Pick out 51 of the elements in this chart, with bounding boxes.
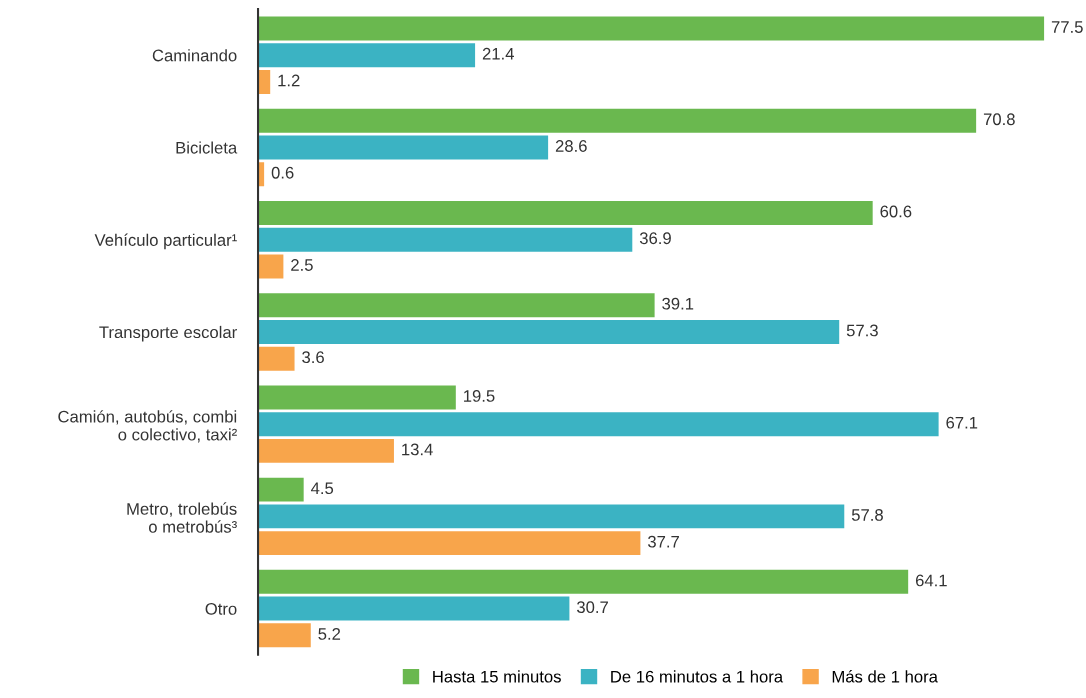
data-label: 5.2 <box>318 628 341 640</box>
data-label: 19.5 <box>464 390 495 402</box>
data-label: 60.6 <box>880 205 912 218</box>
y-tick-label: Camión, autobús, combi o colectivo, taxi² <box>58 410 237 443</box>
data-label: 64.1 <box>915 574 947 587</box>
bar <box>258 293 655 318</box>
bar <box>258 412 939 437</box>
bar <box>258 569 909 594</box>
y-tick-label: Bicicleta <box>176 141 238 154</box>
y-tick-label: Vehículo particular¹ <box>94 233 237 250</box>
bar <box>258 135 549 160</box>
data-label: 57.3 <box>846 324 878 337</box>
bar <box>258 596 570 621</box>
bar <box>258 346 295 371</box>
data-label: 0.6 <box>271 166 294 179</box>
data-label: 1.2 <box>278 74 300 87</box>
y-tick-label: Transporte escolar <box>99 325 237 342</box>
bar <box>258 200 873 225</box>
legend-label: De 16 minutos a 1 hora <box>611 670 784 683</box>
data-label: 4.5 <box>311 482 334 495</box>
y-tick-label: Otro <box>205 603 237 615</box>
y-tick-label: Metro, trolebús o metrobús³ <box>127 502 237 533</box>
bar <box>258 623 311 648</box>
bar <box>258 385 456 410</box>
y-tick-label: Caminando <box>152 49 237 62</box>
bar <box>258 531 641 556</box>
data-label: 70.8 <box>983 113 1015 126</box>
data-label: 36.9 <box>639 232 671 245</box>
bar <box>258 319 840 344</box>
legend-label: Más de 1 hora <box>832 670 938 683</box>
data-label: 37.7 <box>647 535 679 548</box>
bar <box>258 438 394 463</box>
bar <box>258 108 977 133</box>
bar <box>258 69 271 94</box>
data-label: 39.1 <box>662 297 694 310</box>
data-label: 67.1 <box>946 416 978 429</box>
bar <box>258 43 476 68</box>
bar <box>258 477 304 502</box>
bar <box>258 16 1045 41</box>
legend-label: Hasta 15 minutos <box>433 670 561 683</box>
data-label: 3.6 <box>302 351 324 364</box>
data-label: 28.6 <box>555 140 587 152</box>
data-label: 13.4 <box>402 443 433 456</box>
data-label: 30.7 <box>576 601 608 614</box>
data-label: 57.8 <box>851 509 883 521</box>
data-label: 21.4 <box>482 47 514 60</box>
data-label: 77.5 <box>1051 21 1083 33</box>
bar <box>258 254 284 279</box>
data-label: 2.5 <box>291 259 313 271</box>
bar <box>258 504 845 529</box>
bar <box>258 227 633 252</box>
